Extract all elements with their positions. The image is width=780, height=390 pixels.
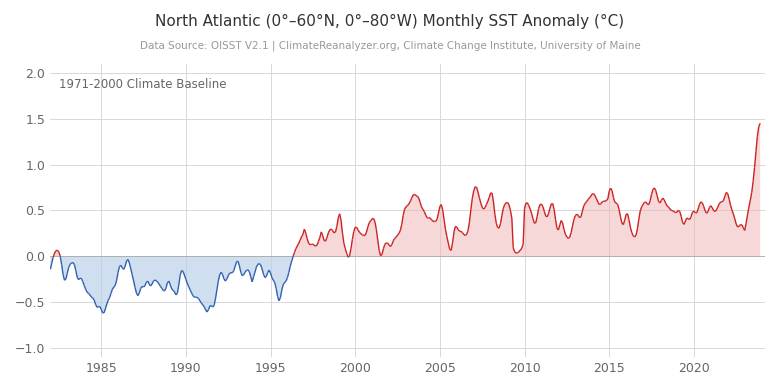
Text: North Atlantic (0°–60°N, 0°–80°W) Monthly SST Anomaly (°C): North Atlantic (0°–60°N, 0°–80°W) Monthl…	[155, 14, 625, 29]
Text: Data Source: OISST V2.1 | ClimateReanalyzer.org, Climate Change Institute, Unive: Data Source: OISST V2.1 | ClimateReanaly…	[140, 41, 640, 51]
Text: 1971-2000 Climate Baseline: 1971-2000 Climate Baseline	[59, 78, 226, 91]
